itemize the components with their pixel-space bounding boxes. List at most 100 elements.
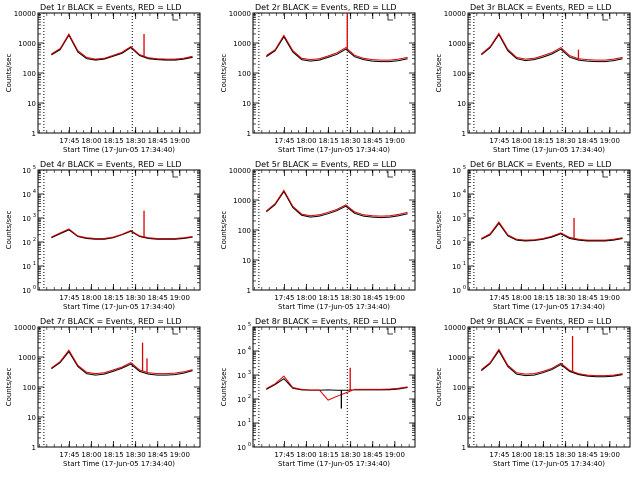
x-tick-label: 18:00	[511, 137, 531, 145]
x-tick-label: 17:45	[489, 137, 509, 145]
x-tick-label: 18:45	[578, 451, 598, 459]
series-line-lld	[266, 34, 408, 61]
y-tick-label: 100	[238, 227, 251, 235]
panel-det-7: Det 7r BLACK = Events, RED = LLD 1 10 100 10…	[5, 317, 201, 468]
y-tick-label: 10	[237, 324, 246, 332]
plot-frame	[252, 326, 416, 448]
y-tick-exponent: 2	[248, 394, 251, 400]
series-line-lld	[480, 348, 623, 377]
x-tick-label: 17:45	[274, 137, 294, 145]
x-axis-label: Start Time (17-Jun-05 17:34:40)	[63, 460, 175, 468]
x-axis-label: Start Time (17-Jun-05 17:34:40)	[493, 303, 605, 311]
series-line-events	[51, 34, 193, 61]
x-tick-label: 18:30	[126, 137, 146, 145]
y-tick-label: 10	[237, 396, 246, 404]
x-tick-label: 18:15	[319, 137, 339, 145]
y-tick-label: 10000	[229, 10, 251, 18]
y-tick-label: 1	[32, 444, 36, 452]
y-tick-label: 10000	[444, 324, 466, 332]
panel-title: Det 9r BLACK = Events, RED = LLD	[470, 317, 612, 326]
corner-mark	[387, 171, 393, 178]
x-tick-label: 18:30	[556, 451, 576, 459]
y-axis-label: Counts/sec	[5, 54, 13, 93]
corner-mark	[602, 328, 608, 335]
x-tick-label: 18:45	[578, 137, 598, 145]
y-tick-label: 1000	[233, 40, 251, 48]
y-tick-label: 10	[457, 100, 466, 108]
x-axis-label: Start Time (17-Jun-05 17:34:40)	[63, 146, 175, 154]
plot-frame	[37, 326, 201, 448]
x-tick-label: 18:15	[319, 451, 339, 459]
corner-mark	[387, 14, 393, 21]
y-tick-exponent: 2	[33, 237, 36, 243]
x-tick-label: 18:15	[534, 137, 554, 145]
y-axis-label: Counts/sec	[220, 54, 228, 93]
series-line-lld	[51, 349, 193, 375]
panel-det-9: Det 9r BLACK = Events, RED = LLD 1 10 100 10…	[435, 317, 631, 468]
panel-title: Det 7r BLACK = Events, RED = LLD	[40, 317, 182, 326]
x-tick-label: 18:45	[363, 294, 383, 302]
series-line-events	[266, 35, 408, 63]
panel-det-2: Det 2r BLACK = Events, RED = LLD 1 10 100 10…	[220, 3, 416, 154]
y-tick-label: 10	[452, 215, 461, 223]
x-tick-label: 18:30	[556, 137, 576, 145]
x-tick-label: 18:00	[296, 137, 316, 145]
y-tick-exponent: 1	[463, 261, 466, 267]
plot-frame	[467, 12, 631, 134]
x-axis-label: Start Time (17-Jun-05 17:34:40)	[493, 146, 605, 154]
y-tick-label: 10	[452, 287, 461, 295]
panel-det-3: Det 3r BLACK = Events, RED = LLD 1 10 100 10…	[435, 3, 631, 154]
y-tick-label: 100	[23, 384, 36, 392]
corner-mark	[602, 171, 608, 178]
x-tick-label: 17:45	[489, 294, 509, 302]
y-tick-label: 1000	[18, 40, 36, 48]
x-tick-label: 18:15	[534, 451, 554, 459]
y-tick-label: 1	[247, 287, 251, 295]
plot-frame	[467, 169, 631, 291]
x-tick-label: 18:30	[341, 137, 361, 145]
panel-title: Det 1r BLACK = Events, RED = LLD	[40, 3, 182, 12]
x-tick-label: 18:15	[104, 294, 124, 302]
y-tick-exponent: 3	[248, 370, 251, 376]
x-tick-label: 17:45	[274, 451, 294, 459]
series-line-lld	[481, 221, 623, 241]
y-axis-label: Counts/sec	[5, 368, 13, 407]
y-tick-label: 10	[237, 444, 246, 452]
x-tick-label: 19:00	[600, 137, 620, 145]
x-tick-label: 18:15	[319, 294, 339, 302]
x-tick-label: 19:00	[170, 137, 190, 145]
y-tick-label: 10	[237, 420, 246, 428]
y-tick-label: 10	[452, 191, 461, 199]
y-axis-label: Counts/sec	[5, 211, 13, 250]
y-axis-label: Counts/sec	[220, 211, 228, 250]
x-tick-label: 18:00	[296, 294, 316, 302]
y-tick-label: 100	[23, 70, 36, 78]
y-tick-label: 10	[242, 257, 251, 265]
y-tick-label: 10	[237, 348, 246, 356]
x-tick-label: 18:45	[148, 137, 168, 145]
y-tick-label: 10	[242, 100, 251, 108]
y-tick-exponent: 2	[463, 237, 466, 243]
x-tick-label: 19:00	[600, 294, 620, 302]
panel-title: Det 4r BLACK = Events, RED = LLD	[40, 160, 182, 169]
y-tick-label: 100	[453, 70, 466, 78]
series-line-events	[266, 378, 408, 391]
x-tick-label: 18:45	[148, 451, 168, 459]
x-tick-label: 17:45	[489, 451, 509, 459]
y-tick-label: 10	[27, 414, 36, 422]
y-tick-label: 1000	[233, 197, 251, 205]
y-axis-label: Counts/sec	[435, 54, 443, 93]
panel-title: Det 2r BLACK = Events, RED = LLD	[255, 3, 397, 12]
y-tick-label: 10	[22, 263, 31, 271]
y-tick-label: 1	[32, 130, 36, 138]
y-tick-label: 1000	[448, 354, 466, 362]
series-line-events	[265, 190, 408, 219]
plot-frame	[252, 12, 416, 134]
y-axis-label: Counts/sec	[435, 211, 443, 250]
x-tick-label: 18:00	[511, 294, 531, 302]
series-line-lld	[266, 375, 408, 401]
y-tick-label: 100	[453, 384, 466, 392]
